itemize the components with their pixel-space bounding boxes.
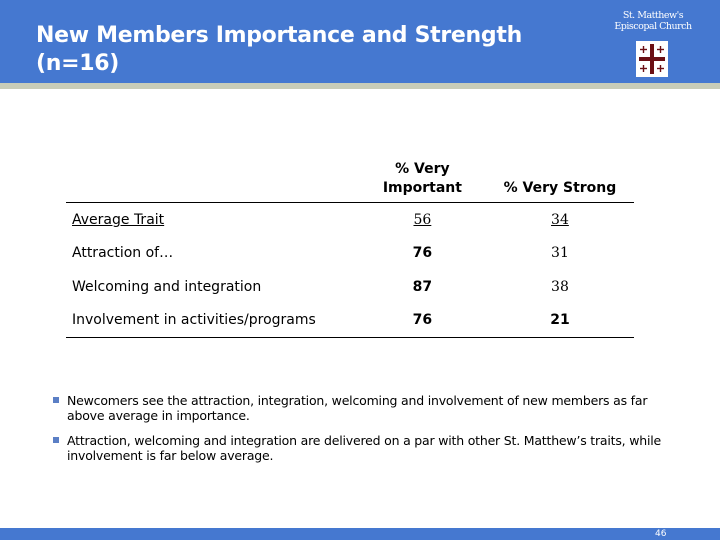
value-important: 76 bbox=[412, 312, 433, 329]
bullet-text: Newcomers see the attraction, integratio… bbox=[67, 393, 648, 423]
value-strong: 21 bbox=[550, 312, 570, 329]
column-header-very-important: % Very Important bbox=[382, 161, 462, 196]
column-header-very-strong: % Very Strong bbox=[503, 180, 617, 196]
jerusalem-cross-icon bbox=[636, 41, 668, 77]
value-important: 87 bbox=[412, 278, 433, 295]
square-bullet-icon bbox=[53, 397, 59, 403]
footer-band bbox=[0, 528, 720, 540]
slide-title-line2: (n=16) bbox=[36, 51, 120, 76]
table-row: Welcoming and integration 87 38 bbox=[66, 270, 634, 304]
row-label: Average Trait bbox=[72, 211, 165, 228]
value-strong: 31 bbox=[551, 245, 569, 262]
row-label: Involvement in activities/programs bbox=[72, 312, 316, 329]
importance-strength-table: % Very Important % Very Strong Average T… bbox=[66, 160, 634, 338]
header-divider-stripe bbox=[0, 83, 720, 89]
findings-list: Newcomers see the attraction, integratio… bbox=[52, 393, 672, 473]
logo-line1: St. Matthew's bbox=[622, 10, 684, 21]
list-item: Attraction, welcoming and integration ar… bbox=[52, 433, 672, 463]
bullet-text: Attraction, welcoming and integration ar… bbox=[67, 433, 662, 463]
table-header-row: % Very Important % Very Strong bbox=[66, 160, 634, 203]
header-band bbox=[0, 0, 720, 83]
list-item: Newcomers see the attraction, integratio… bbox=[52, 393, 672, 423]
value-important: 56 bbox=[413, 211, 432, 228]
slide-title-line1: New Members Importance and Strength bbox=[36, 23, 522, 48]
row-label: Attraction of… bbox=[72, 245, 174, 262]
table-row: Attraction of… 76 31 bbox=[66, 237, 634, 271]
value-strong: 38 bbox=[551, 278, 569, 295]
page-number: 46 bbox=[655, 529, 667, 539]
church-logo-text: St. Matthew's Episcopal Church bbox=[600, 10, 706, 32]
logo-line2: Episcopal Church bbox=[614, 21, 692, 32]
table-row: Involvement in activities/programs 76 21 bbox=[66, 304, 634, 338]
slide-title: New Members Importance and Strength (n=1… bbox=[36, 22, 522, 78]
value-strong: 34 bbox=[551, 211, 569, 228]
table-row: Average Trait 56 34 bbox=[66, 203, 634, 237]
column-header-trait bbox=[66, 160, 359, 203]
value-important: 76 bbox=[412, 245, 433, 262]
square-bullet-icon bbox=[53, 437, 59, 443]
row-label: Welcoming and integration bbox=[72, 278, 262, 295]
